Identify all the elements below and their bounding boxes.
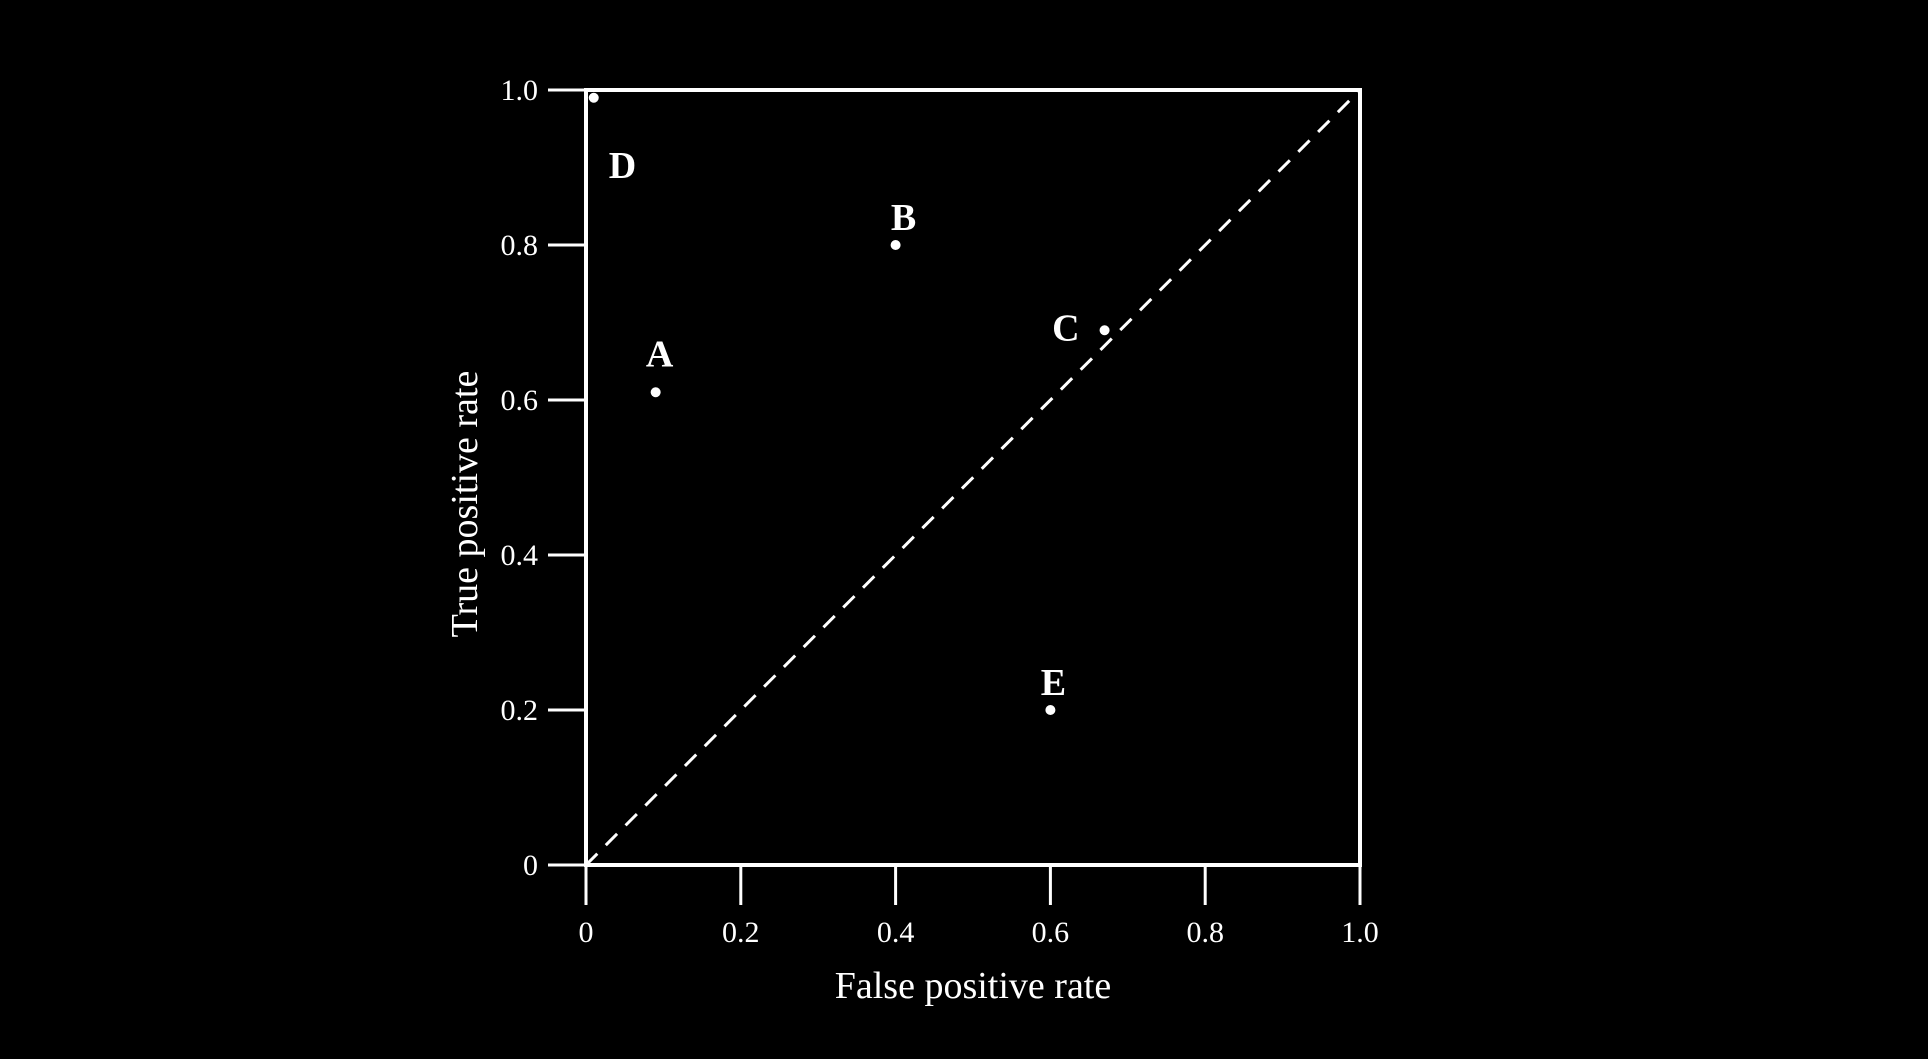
x-tick-label: 0 — [579, 916, 594, 949]
x-axis-title: False positive rate — [835, 965, 1111, 1007]
data-point-c — [1099, 325, 1110, 336]
point-label-b: B — [891, 197, 916, 239]
y-tick-label: 0.4 — [501, 539, 539, 572]
data-point-d — [588, 92, 599, 103]
y-tick-label: 1.0 — [501, 74, 539, 107]
data-points: A B C D E — [588, 92, 1110, 715]
x-tick-label: 1.0 — [1341, 916, 1379, 949]
point-label-a: A — [646, 333, 674, 375]
data-point-b — [890, 240, 901, 250]
y-tick-label: 0.2 — [501, 694, 539, 727]
data-point-e — [1045, 705, 1056, 715]
y-tick-label: 0 — [523, 849, 538, 882]
x-tick-label: 0.6 — [1032, 916, 1070, 949]
y-tick-label: 0.8 — [501, 229, 539, 262]
x-axis-ticks: 0 0.2 0.4 0.6 0.8 1.0 — [579, 865, 1379, 949]
y-tick-label: 0.6 — [501, 384, 539, 417]
data-point-a — [650, 387, 661, 398]
point-label-c: C — [1052, 307, 1079, 349]
point-label-d: D — [609, 145, 636, 187]
x-tick-label: 0.8 — [1186, 916, 1224, 949]
point-label-e: E — [1041, 662, 1066, 704]
y-axis-title: True positive rate — [444, 371, 486, 638]
x-tick-label: 0.4 — [877, 916, 915, 949]
plot-frame — [584, 88, 1362, 867]
x-tick-label: 0.2 — [722, 916, 760, 949]
diagonal-reference-line — [584, 88, 1362, 867]
y-axis-ticks: 0 0.2 0.4 0.6 0.8 1.0 — [501, 74, 586, 882]
